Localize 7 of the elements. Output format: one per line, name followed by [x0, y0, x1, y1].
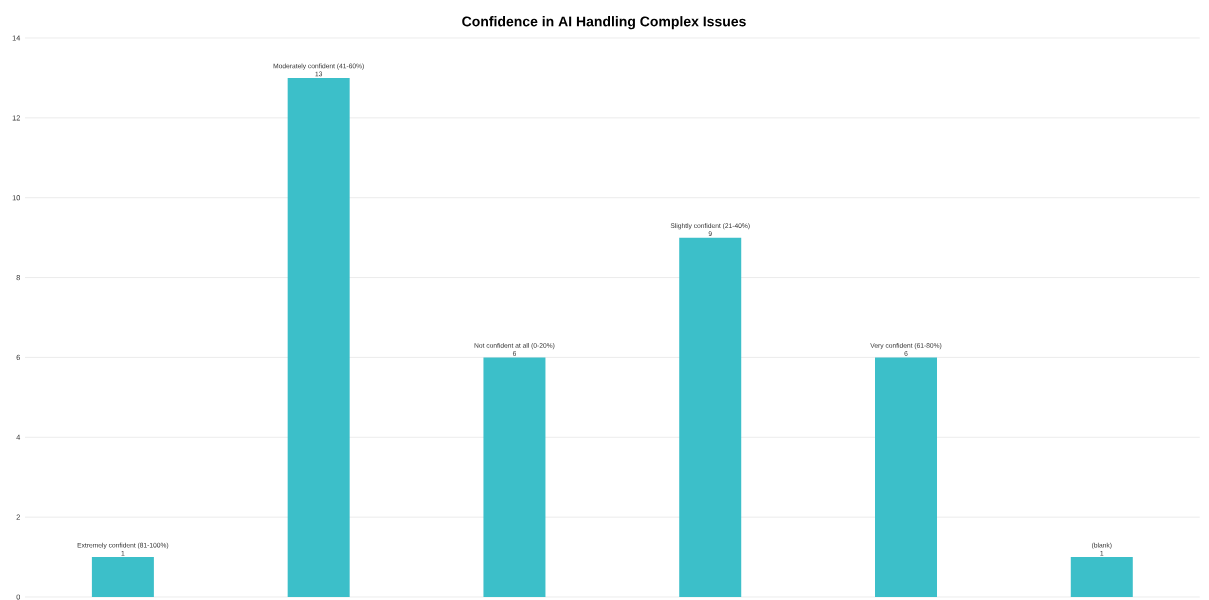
bar: [91, 557, 154, 597]
bar: [483, 357, 546, 597]
bar: [875, 357, 938, 597]
bar: [287, 77, 350, 597]
bar: [1070, 557, 1133, 597]
chart-title: Confidence in AI Handling Complex Issues: [462, 16, 746, 30]
bar: [679, 237, 742, 597]
